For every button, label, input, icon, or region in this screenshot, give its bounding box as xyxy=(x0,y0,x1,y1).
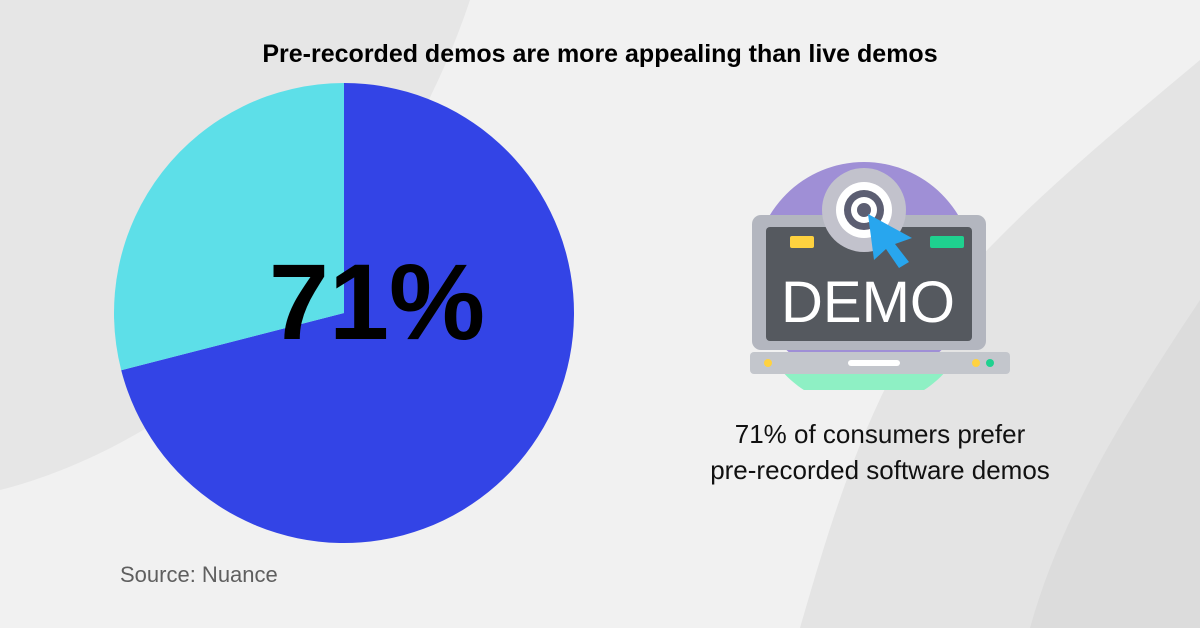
chart-title: Pre-recorded demos are more appealing th… xyxy=(262,40,938,68)
pie-data-label: 71% xyxy=(268,241,486,362)
caption-line-2: pre-recorded software demos xyxy=(710,455,1050,486)
source-note: Source: Nuance xyxy=(120,562,278,587)
pie-slice-2 xyxy=(113,83,344,371)
caption: 71% of consumers prefer pre-recorded sof… xyxy=(650,416,1110,489)
pie-slice-1 xyxy=(121,83,574,543)
caption-line-1: 71% of consumers prefer xyxy=(734,419,1026,449)
cursor-icon xyxy=(868,214,912,268)
demo-laptop-icon: DEMO xyxy=(750,162,1010,390)
demo-label: DEMO xyxy=(781,270,955,335)
